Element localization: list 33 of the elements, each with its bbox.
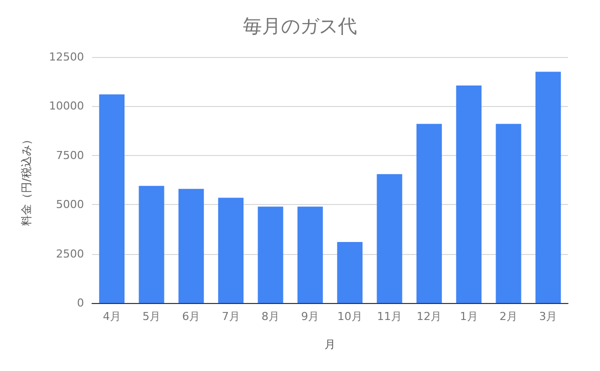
bar: [99, 94, 125, 303]
y-tick-label: 2500: [56, 247, 84, 260]
bar: [138, 186, 164, 303]
x-tick-label: 5月: [142, 310, 160, 323]
bar: [297, 206, 323, 303]
y-tick-label: 5000: [56, 198, 84, 212]
x-tick-label: 7月: [222, 310, 240, 323]
x-tick-label: 2月: [500, 310, 518, 323]
y-tick-label: 7500: [56, 148, 84, 162]
bar: [178, 188, 204, 303]
y-tick-label: 0: [77, 296, 84, 310]
x-tick-label: 10月: [337, 310, 362, 323]
y-tick-label: 12500: [49, 50, 84, 64]
bar: [535, 72, 561, 303]
bar: [376, 174, 402, 303]
x-tick-label: 9月: [301, 310, 320, 323]
x-tick-label: 3月: [539, 310, 558, 323]
x-tick-label: 4月: [102, 310, 121, 323]
x-tick-label: 6月: [182, 310, 200, 323]
y-axis-title: 料金（円/税込み）: [20, 134, 33, 226]
y-tick-label: 10000: [49, 100, 84, 113]
x-tick-label: 12月: [416, 310, 442, 323]
bar: [258, 206, 284, 303]
x-axis-title: 月: [324, 338, 336, 351]
bar: [456, 86, 482, 303]
bar: [496, 124, 522, 303]
bar: [416, 124, 442, 303]
bar: [337, 242, 363, 303]
x-tick-label: 8月: [262, 310, 280, 323]
chart-title: 毎月のガス代: [243, 16, 357, 38]
bar: [218, 198, 244, 303]
x-tick-label: 11月: [377, 310, 402, 323]
x-tick-label: 1月: [460, 310, 478, 323]
